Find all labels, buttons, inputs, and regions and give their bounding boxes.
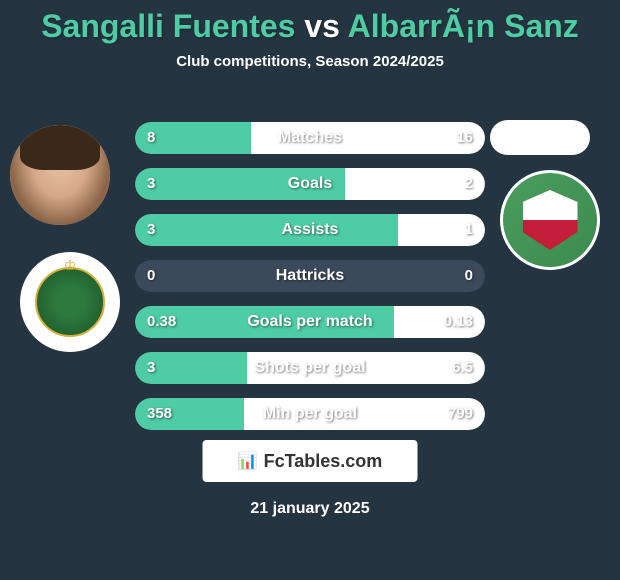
stat-label: Shots per goal	[135, 352, 485, 384]
stat-row: Min per goal358 799	[135, 398, 485, 430]
page-title: Sangalli Fuentes vs AlbarrÃ¡n Sanz	[0, 0, 620, 45]
stat-row: Shots per goal3 6.5	[135, 352, 485, 384]
stat-label: Goals per match	[135, 306, 485, 338]
stat-row: Goals3 2	[135, 168, 485, 200]
player2-name: AlbarrÃ¡n Sanz	[348, 8, 579, 44]
vs-text: vs	[304, 8, 340, 44]
stat-label: Matches	[135, 122, 485, 154]
badge-shield	[523, 190, 578, 250]
avatar-hair	[20, 125, 100, 170]
crown-icon: ♔	[64, 257, 77, 274]
stat-row: Matches8 16	[135, 122, 485, 154]
stat-row: Goals per match0.38 0.13	[135, 306, 485, 338]
stat-value-left: 358	[147, 398, 172, 430]
stat-label: Assists	[135, 214, 485, 246]
player1-name: Sangalli Fuentes	[41, 8, 295, 44]
subtitle: Club competitions, Season 2024/2025	[0, 53, 620, 70]
badge-inner: ♔	[35, 267, 105, 337]
stat-value-left: 0.38	[147, 306, 176, 338]
logo-text: FcTables.com	[264, 451, 383, 472]
player1-avatar	[10, 125, 110, 225]
stat-label: Goals	[135, 168, 485, 200]
stat-value-left: 0	[147, 260, 155, 292]
date-label: 21 january 2025	[0, 500, 620, 518]
stat-value-left: 3	[147, 214, 155, 246]
avatar-face	[10, 125, 110, 225]
stat-value-right: 0.13	[444, 306, 473, 338]
player2-avatar	[490, 120, 590, 155]
stats-container: Matches816Goals32Assists31Hattricks00Goa…	[135, 122, 485, 444]
stat-value-right: 2	[465, 168, 473, 200]
stat-value-right: 1	[465, 214, 473, 246]
stat-value-left: 3	[147, 168, 155, 200]
stat-value-right: 0	[465, 260, 473, 292]
stat-row: Assists3 1	[135, 214, 485, 246]
stat-value-left: 8	[147, 122, 155, 154]
stat-row: Hattricks0 0	[135, 260, 485, 292]
stat-label: Min per goal	[135, 398, 485, 430]
stat-value-left: 3	[147, 352, 155, 384]
stat-value-right: 16	[456, 122, 473, 154]
stat-value-right: 799	[448, 398, 473, 430]
stat-label: Hattricks	[135, 260, 485, 292]
chart-icon: 📊	[238, 451, 258, 471]
site-logo: 📊 FcTables.com	[203, 440, 418, 482]
player2-club-badge	[500, 170, 600, 270]
player1-club-badge: ♔	[20, 252, 120, 352]
stat-value-right: 6.5	[452, 352, 473, 384]
